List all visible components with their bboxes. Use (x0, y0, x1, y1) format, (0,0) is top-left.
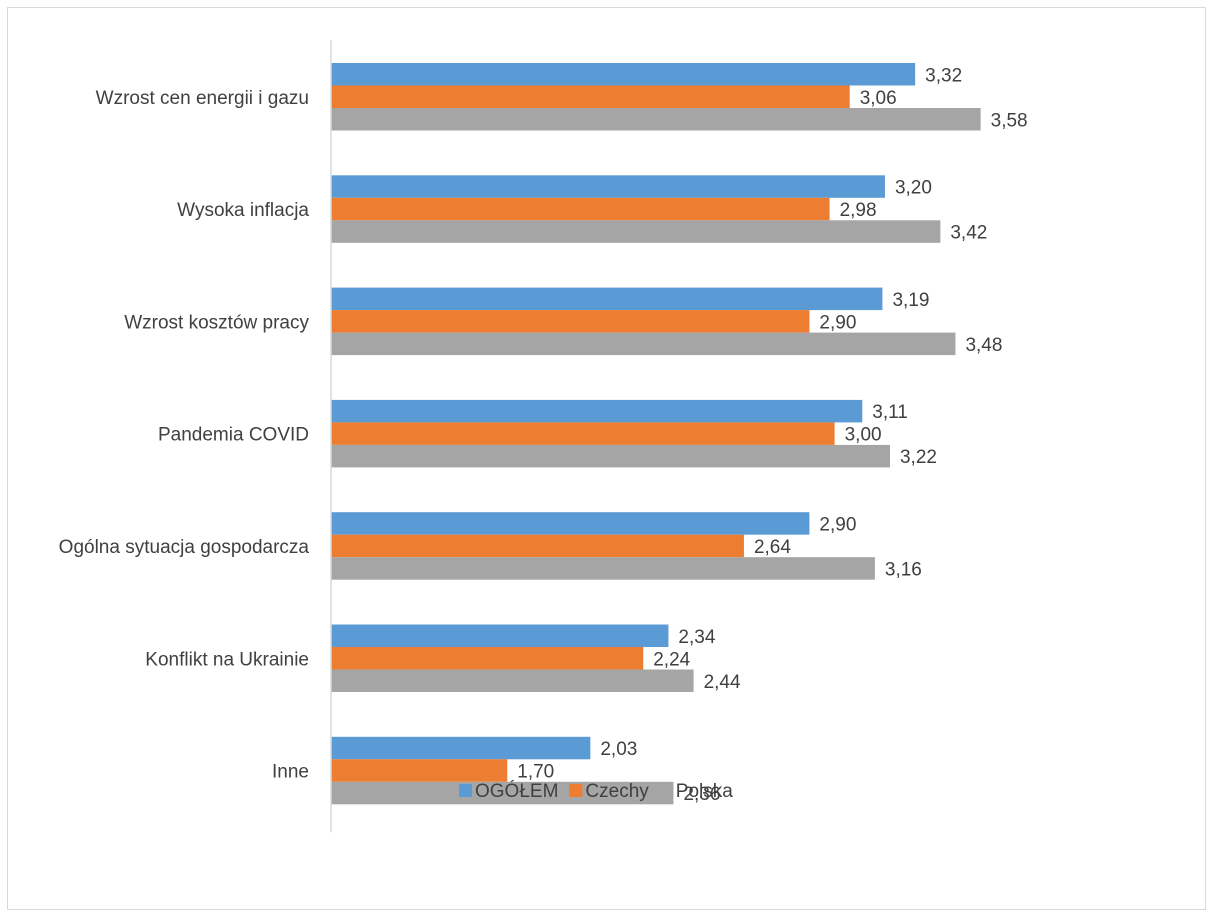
value-label-ogolem-wzrost-cen-energii-i-gazu: 3,32 (925, 65, 962, 86)
value-label-polska-konflikt-na-ukrainie: 2,44 (704, 672, 741, 693)
value-label-czechy-pandemia-covid: 3,00 (845, 425, 882, 446)
value-label-polska-pandemia-covid: 3,22 (900, 447, 937, 468)
category-label-inne: Inne (272, 762, 309, 783)
category-label-wzrost-kosztow-pracy: Wzrost kosztów pracy (124, 312, 309, 333)
bar-polska-konflikt-na-ukrainie (331, 669, 694, 692)
bar-ogolem-konflikt-na-ukrainie (331, 624, 669, 647)
category-labels: Wzrost cen energii i gazu Wysoka inflacja… (59, 88, 310, 783)
bar-czechy-pandemia-covid (331, 422, 835, 445)
bar-ogolem-pandemia-covid (331, 399, 863, 423)
bar-polska-pandemia-covid (331, 444, 890, 468)
bar-ogolem-ogolna-sytuacja-gospodarcza (331, 512, 810, 535)
legend-swatch-polska (659, 784, 673, 797)
chart-bars (331, 63, 981, 805)
value-label-ogolem-konflikt-na-ukrainie: 2,34 (678, 627, 715, 648)
legend-swatch-czechy (569, 784, 583, 797)
value-label-polska-wzrost-kosztow-pracy: 3,48 (965, 335, 1002, 356)
value-label-polska-inne: 2,36 (683, 784, 720, 805)
value-label-czechy-wzrost-kosztow-pracy: 2,90 (819, 312, 856, 333)
value-label-polska-wysoka-inflacja: 3,42 (950, 223, 987, 244)
bar-czechy-wzrost-cen-energii-i-gazu (331, 85, 850, 108)
value-label-ogolem-inne: 2,03 (600, 739, 637, 760)
legend-label-czechy: Czechy (585, 781, 649, 802)
bar-ogolem-wzrost-kosztow-pracy (331, 287, 883, 311)
value-label-ogolem-ogolna-sytuacja-gospodarcza: 2,90 (819, 514, 856, 535)
category-label-konflikt-na-ukrainie: Konflikt na Ukrainie (145, 649, 309, 670)
value-label-ogolem-wzrost-kosztow-pracy: 3,19 (892, 290, 929, 311)
legend-label-polska: Polska (676, 781, 733, 802)
bar-polska-ogolna-sytuacja-gospodarcza (331, 557, 875, 580)
category-label-wysoka-inflacja: Wysoka inflacja (177, 200, 309, 221)
bar-czechy-konflikt-na-ukrainie (331, 647, 644, 670)
bar-czechy-inne (331, 759, 508, 782)
bar-ogolem-wzrost-cen-energii-i-gazu (331, 63, 916, 86)
bar-polska-wzrost-cen-energii-i-gazu (331, 108, 981, 131)
bar-polska-wysoka-inflacja (331, 220, 941, 243)
legend: OGÓŁEM Czechy Polska (459, 780, 733, 802)
category-label-ogolna-sytuacja-gospodarcza: Ogólna sytuacja gospodarcza (59, 537, 310, 558)
bar-ogolem-wysoka-inflacja (331, 175, 885, 198)
value-label-ogolem-pandemia-covid: 3,11 (872, 402, 908, 423)
value-label-polska-ogolna-sytuacja-gospodarcza: 3,16 (885, 559, 922, 580)
category-label-pandemia-covid: Pandemia COVID (158, 425, 309, 446)
bar-czechy-wysoka-inflacja (331, 197, 830, 221)
value-label-ogolem-wysoka-inflacja: 3,20 (895, 178, 932, 199)
bar-czechy-ogolna-sytuacja-gospodarcza (331, 534, 744, 558)
value-label-czechy-wysoka-inflacja: 2,98 (840, 200, 877, 221)
bar-polska-wzrost-kosztow-pracy (331, 332, 956, 356)
value-label-czechy-wzrost-cen-energii-i-gazu: 3,06 (860, 88, 897, 109)
category-label-wzrost-cen-energii-i-gazu: Wzrost cen energii i gazu (96, 88, 309, 109)
bar-polska-inne (331, 781, 674, 805)
legend-swatch-ogolem (459, 784, 472, 797)
bar-ogolem-inne (331, 736, 591, 760)
value-label-polska-wzrost-cen-energii-i-gazu: 3,58 (991, 110, 1028, 131)
value-labels: 3,32 3,06 3,58 3,20 2,98 3,42 3,19 2,90 3,48 3,11… (517, 65, 1027, 805)
bar-czechy-wzrost-kosztow-pracy (331, 310, 810, 333)
value-label-czechy-konflikt-na-ukrainie: 2,24 (653, 649, 690, 670)
legend-label-ogolem: OGÓŁEM (475, 780, 558, 802)
value-label-czechy-inne: 1,70 (517, 762, 554, 783)
value-label-czechy-ogolna-sytuacja-gospodarcza: 2,64 (754, 537, 791, 558)
